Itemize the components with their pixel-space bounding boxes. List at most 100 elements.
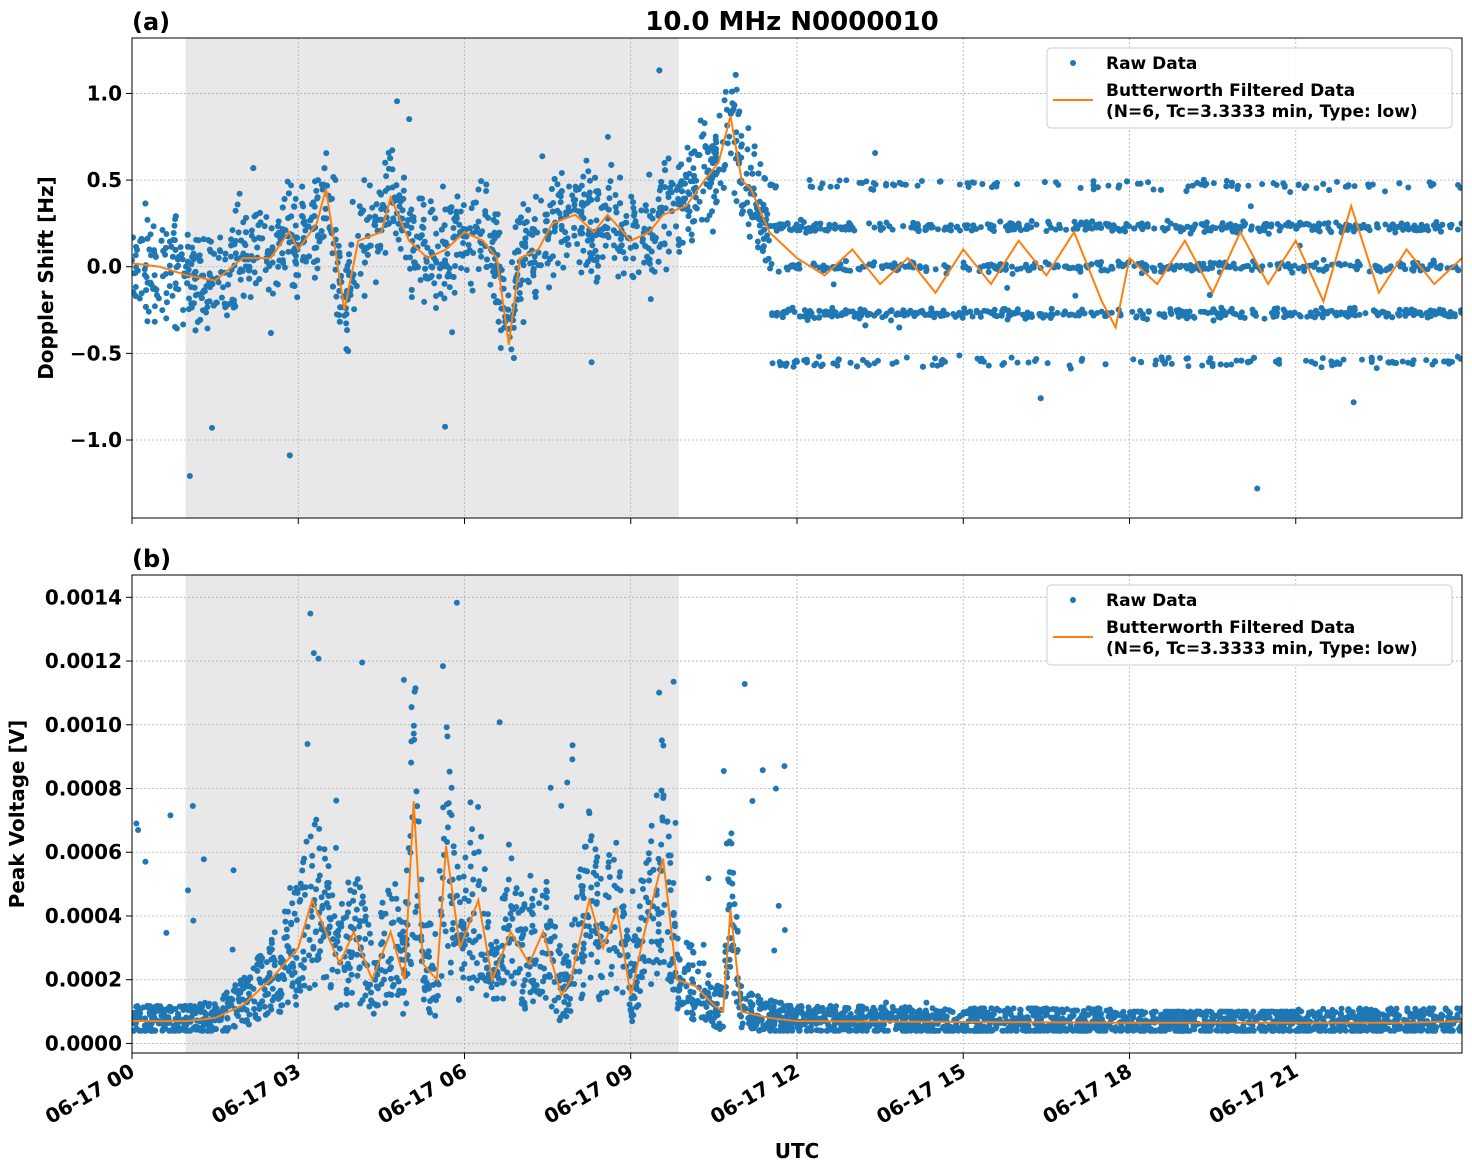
raw-data-point: [1455, 182, 1461, 188]
raw-data-point: [736, 109, 742, 115]
raw-data-point: [269, 225, 275, 231]
raw-data-point: [509, 958, 515, 964]
raw-data-point: [151, 223, 157, 229]
raw-data-point: [354, 283, 360, 289]
raw-data-point: [135, 827, 141, 833]
raw-data-point: [677, 181, 683, 187]
raw-data-point: [1026, 360, 1032, 366]
raw-data-point: [567, 1008, 573, 1014]
raw-data-point: [500, 996, 506, 1002]
raw-data-point: [130, 289, 136, 295]
raw-data-point: [595, 263, 601, 269]
raw-data-point: [474, 225, 480, 231]
raw-data-point: [1079, 358, 1085, 364]
raw-data-point: [536, 900, 542, 906]
raw-data-point: [589, 833, 595, 839]
raw-data-point: [454, 194, 460, 200]
raw-data-point: [1173, 224, 1179, 230]
raw-data-point: [246, 276, 252, 282]
raw-data-point: [939, 358, 945, 364]
raw-data-point: [668, 852, 674, 858]
raw-data-point: [529, 923, 535, 929]
raw-data-point: [1176, 311, 1182, 317]
raw-data-point: [251, 213, 257, 219]
raw-data-point: [1240, 218, 1246, 224]
raw-data-point: [1116, 182, 1122, 188]
raw-data-point: [474, 960, 480, 966]
raw-data-point: [529, 232, 535, 238]
raw-data-point: [1229, 306, 1235, 312]
raw-data-point: [764, 211, 770, 217]
raw-data-point: [690, 178, 696, 184]
raw-data-point: [280, 205, 286, 211]
raw-data-point: [1351, 399, 1357, 405]
y-tick-label: −1.0: [70, 428, 122, 452]
raw-data-point: [362, 293, 368, 299]
raw-data-point: [1024, 225, 1030, 231]
raw-data-point: [276, 1008, 282, 1014]
raw-data-point: [1009, 264, 1015, 270]
raw-data-point: [648, 981, 654, 987]
raw-data-point: [546, 284, 552, 290]
raw-data-point: [293, 885, 299, 891]
raw-data-point: [1003, 266, 1009, 272]
raw-data-point: [1296, 182, 1302, 188]
raw-data-point: [708, 157, 714, 163]
raw-data-point: [1138, 359, 1144, 365]
raw-data-point: [224, 312, 230, 318]
raw-data-point: [747, 209, 753, 215]
raw-data-point: [236, 229, 242, 235]
raw-data-point: [671, 679, 677, 685]
raw-data-point: [199, 295, 205, 301]
raw-data-point: [562, 237, 568, 243]
raw-data-point: [173, 213, 179, 219]
raw-data-point: [1229, 180, 1235, 186]
raw-data-point: [1435, 310, 1441, 316]
raw-data-point: [615, 246, 621, 252]
raw-data-point: [978, 358, 984, 364]
raw-data-point: [594, 275, 600, 281]
raw-data-point: [665, 929, 671, 935]
raw-data-point: [1223, 225, 1229, 231]
raw-data-point: [1448, 222, 1454, 228]
raw-data-point: [429, 264, 435, 270]
raw-data-point: [262, 223, 268, 229]
raw-data-point: [525, 207, 531, 213]
raw-data-point: [585, 199, 591, 205]
raw-data-point: [1342, 261, 1348, 267]
raw-data-point: [621, 270, 627, 276]
raw-data-point: [458, 265, 464, 271]
raw-data-point: [401, 175, 407, 181]
raw-data-point: [961, 260, 967, 266]
raw-data-point: [442, 241, 448, 247]
raw-data-point: [171, 230, 177, 236]
raw-data-point: [1223, 362, 1229, 368]
raw-data-point: [755, 239, 761, 245]
raw-data-point: [1129, 309, 1135, 315]
raw-data-point: [470, 288, 476, 294]
raw-data-point: [396, 192, 402, 198]
raw-data-point: [700, 188, 706, 194]
raw-data-point: [1319, 364, 1325, 370]
raw-data-point: [742, 681, 748, 687]
raw-data-point: [1210, 318, 1216, 324]
raw-data-point: [197, 258, 203, 264]
raw-data-point: [1383, 267, 1389, 273]
raw-data-point: [685, 207, 691, 213]
raw-data-point: [345, 348, 351, 354]
raw-data-point: [1441, 359, 1447, 365]
raw-data-point: [388, 964, 394, 970]
raw-data-point: [641, 226, 647, 232]
raw-data-point: [557, 210, 563, 216]
raw-data-point: [899, 181, 905, 187]
raw-data-point: [733, 72, 739, 78]
raw-data-point: [689, 231, 695, 237]
raw-data-point: [172, 247, 178, 253]
raw-data-point: [595, 254, 601, 260]
raw-data-point: [398, 246, 404, 252]
raw-data-point: [292, 911, 298, 917]
raw-data-point: [1334, 179, 1340, 185]
raw-data-point: [427, 998, 433, 1004]
raw-data-point: [1255, 225, 1261, 231]
raw-data-point: [580, 174, 586, 180]
